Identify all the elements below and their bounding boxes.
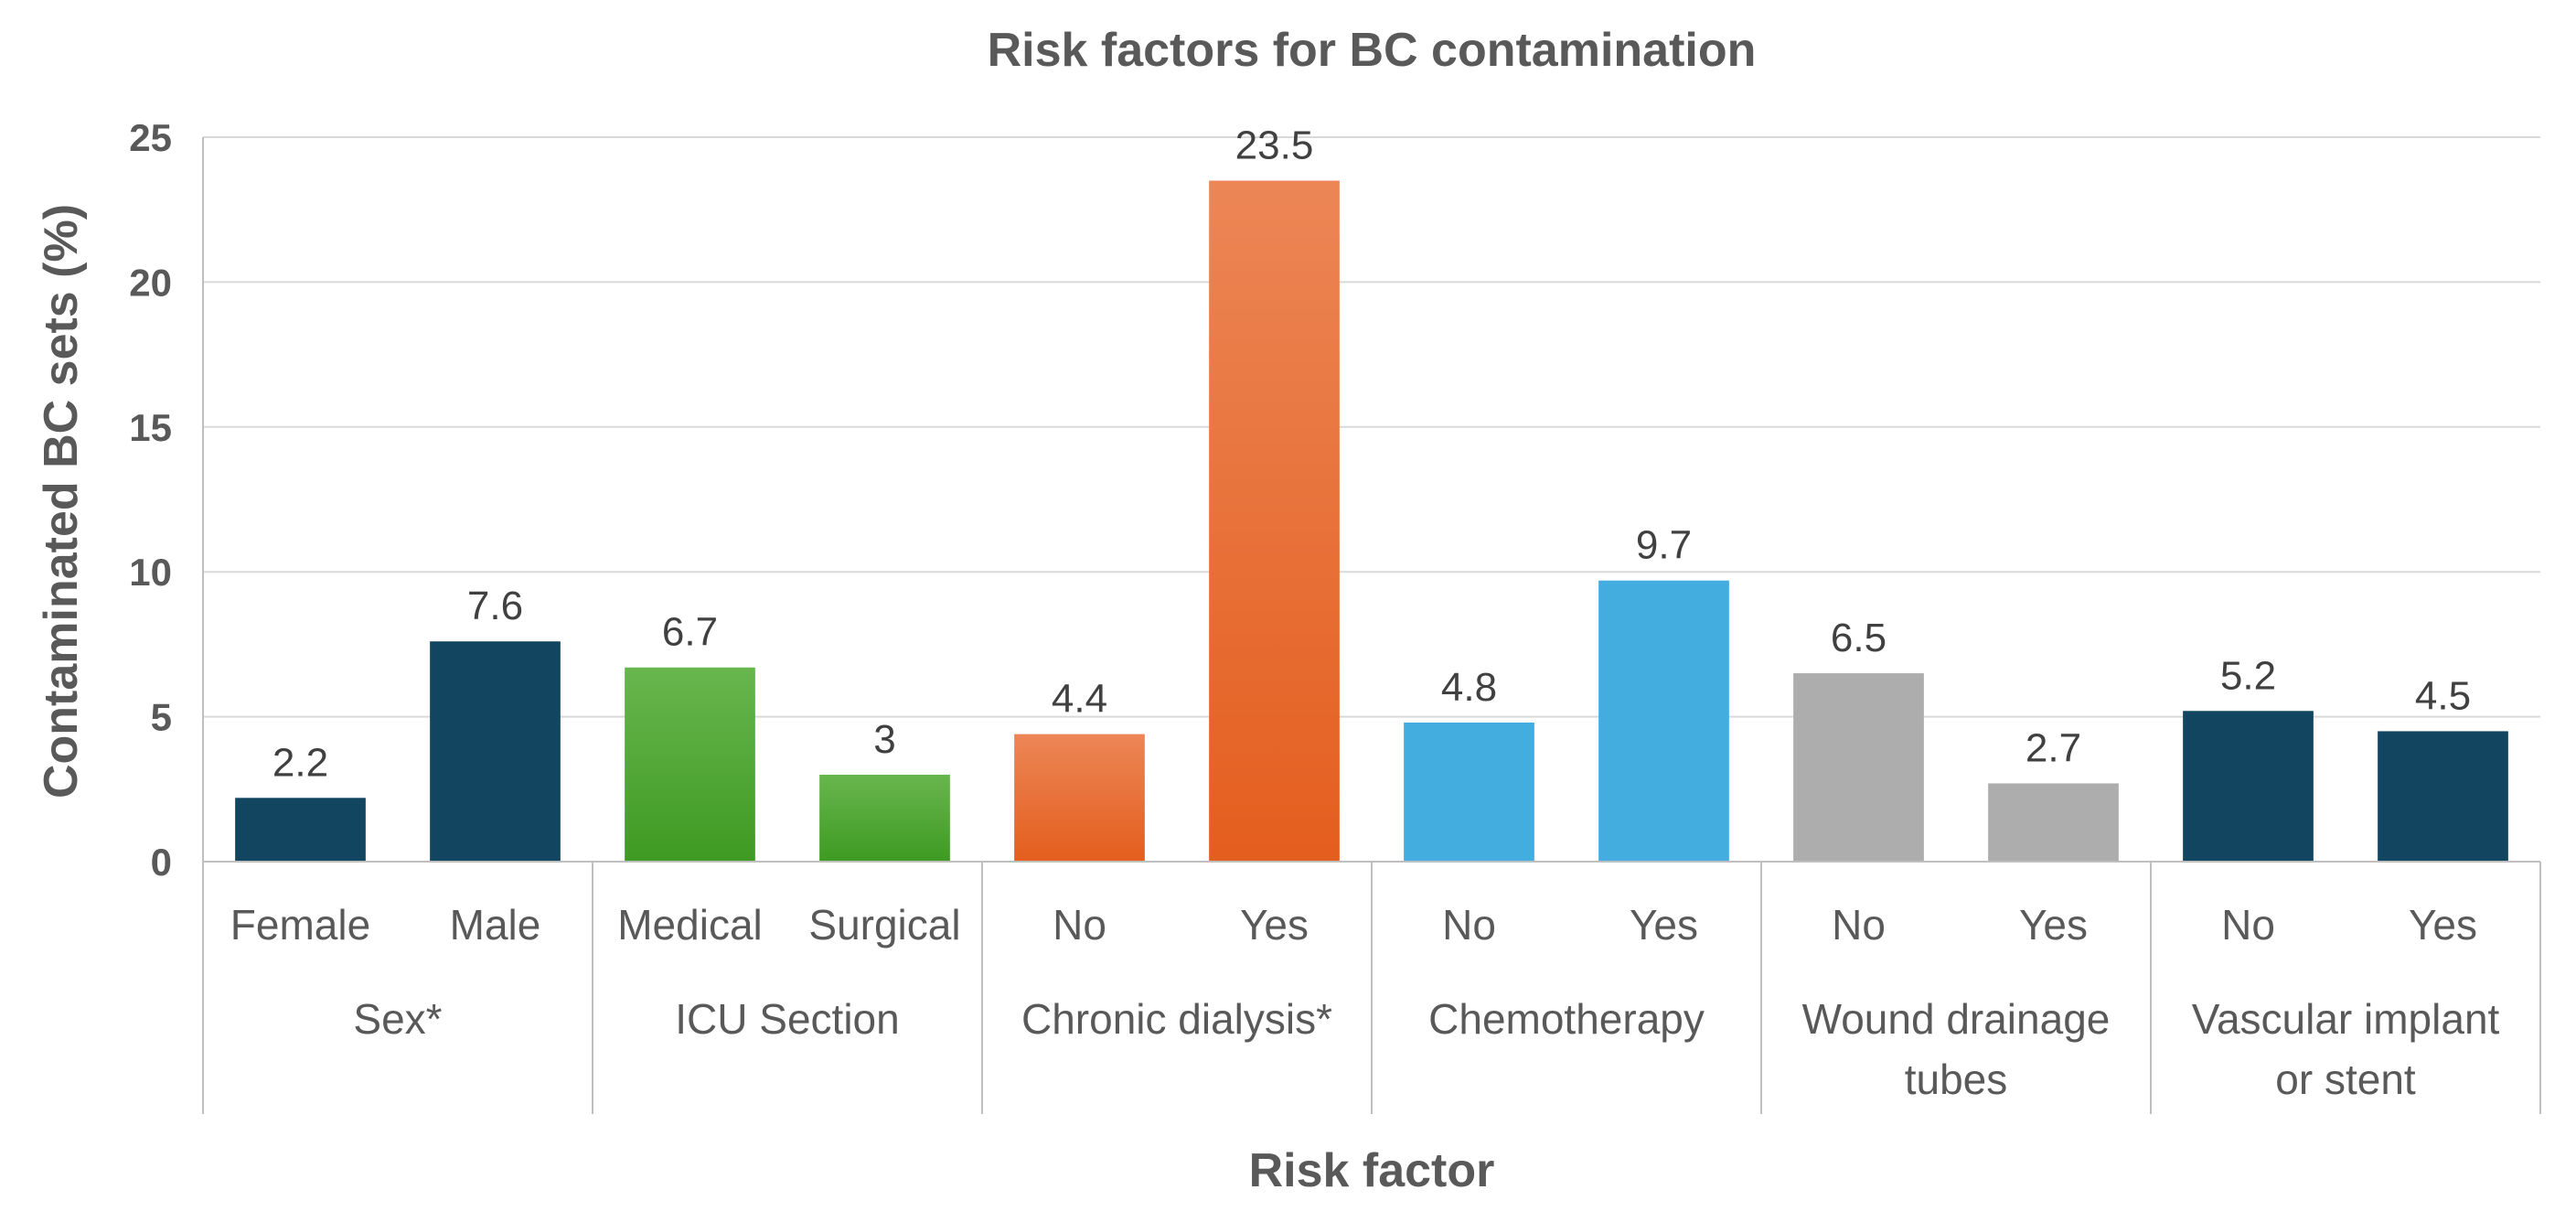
category-label: Yes xyxy=(2409,901,2477,949)
data-label: 4.5 xyxy=(2415,673,2471,718)
category-label: No xyxy=(1442,901,1496,949)
bar xyxy=(1988,783,2119,862)
group-label: ICU Section xyxy=(675,995,899,1043)
bar xyxy=(2183,711,2314,862)
bar xyxy=(430,641,561,862)
data-label: 23.5 xyxy=(1235,123,1314,168)
data-label: 4.8 xyxy=(1441,665,1497,710)
category-label: No xyxy=(1053,901,1106,949)
group-label: tubes xyxy=(1905,1056,2008,1103)
data-label: 2.7 xyxy=(2026,725,2081,770)
data-label: 6.7 xyxy=(662,610,718,655)
group-label: Chemotherapy xyxy=(1428,995,1705,1043)
bars: 2.2 7.6 6.7 3 4.4 23.5 4.8 9.7 6.5 2.7 5.2 4.5 xyxy=(235,123,2508,862)
category-label: Yes xyxy=(2019,901,2088,949)
group-label: Vascular implant xyxy=(2192,995,2500,1043)
bar xyxy=(1209,180,1340,862)
bar xyxy=(625,667,755,862)
chart-title: Risk factors for BC contamination xyxy=(988,24,1757,77)
y-axis-title: Contaminated BC sets (%) xyxy=(35,204,88,799)
bar xyxy=(235,798,366,862)
category-label: No xyxy=(1832,901,1886,949)
bar xyxy=(819,774,950,862)
data-label: 3 xyxy=(873,717,895,762)
bar xyxy=(1598,580,1729,862)
category-label: Yes xyxy=(1240,901,1309,949)
group-label: Wound drainage xyxy=(1802,995,2111,1043)
category-label: Surgical xyxy=(808,901,960,949)
category-label: Female xyxy=(230,901,370,949)
group-label: Chronic dialysis* xyxy=(1021,995,1332,1043)
y-tick-label: 15 xyxy=(129,406,172,449)
y-tick-label: 25 xyxy=(129,116,172,159)
category-label: Medical xyxy=(617,901,763,949)
bar xyxy=(1793,673,1924,862)
data-label: 7.6 xyxy=(467,584,523,628)
y-tick-label: 5 xyxy=(151,696,172,739)
x-axis-title: Risk factor xyxy=(1249,1144,1495,1197)
group-label: or stent xyxy=(2275,1056,2416,1103)
gridlines xyxy=(203,136,2540,718)
y-tick-label: 10 xyxy=(129,551,172,594)
data-label: 6.5 xyxy=(1831,616,1887,660)
y-axis-ticks: 0 5 10 15 20 25 xyxy=(129,116,172,884)
category-label: Yes xyxy=(1630,901,1698,949)
data-label: 2.2 xyxy=(273,740,328,785)
category-label: No xyxy=(2221,901,2275,949)
bar xyxy=(1014,734,1145,862)
bar xyxy=(2378,731,2508,862)
y-tick-label: 20 xyxy=(129,261,172,304)
data-label: 4.4 xyxy=(1052,677,1107,722)
category-label: Male xyxy=(450,901,541,949)
bar xyxy=(1404,722,1534,862)
data-label: 9.7 xyxy=(1636,523,1692,568)
data-label: 5.2 xyxy=(2220,653,2276,698)
y-tick-label: 0 xyxy=(151,841,172,884)
group-label: Sex* xyxy=(353,995,442,1043)
